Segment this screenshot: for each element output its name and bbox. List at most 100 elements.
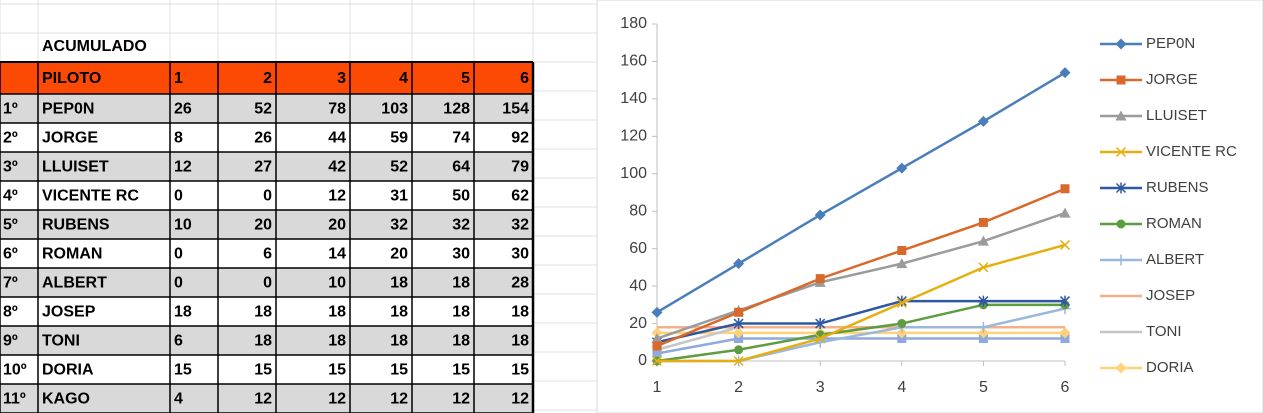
marker-shape — [815, 318, 826, 330]
cell-text: 52 — [254, 101, 272, 118]
marker-shape — [1115, 182, 1127, 194]
marker-shape — [977, 115, 989, 127]
cell-text: ALBERT — [42, 275, 107, 292]
marker — [815, 318, 826, 330]
y-tick-label: 40 — [629, 277, 647, 294]
marker-shape — [815, 333, 826, 344]
series-line — [656, 211, 1066, 340]
cell-text: 128 — [443, 101, 470, 118]
cell-text: 18 — [328, 333, 346, 350]
marker — [896, 162, 908, 174]
marker-shape — [1115, 254, 1127, 266]
cell-text: 103 — [381, 101, 408, 118]
marker-shape — [651, 327, 663, 339]
marker-shape — [896, 327, 908, 339]
cell-text: 27 — [254, 159, 272, 176]
cell-text: 4º — [3, 188, 18, 205]
marker — [814, 209, 826, 221]
marker — [733, 327, 745, 339]
cell-text: 92 — [511, 130, 529, 147]
marker — [815, 333, 826, 344]
marker — [734, 307, 744, 317]
cell-text: 6º — [3, 246, 18, 263]
marker-shape — [896, 297, 907, 308]
x-tick-label: 1 — [653, 379, 662, 396]
table-row — [0, 355, 533, 384]
header-row — [0, 62, 533, 94]
legend-label: TONI — [1146, 323, 1182, 340]
cell-text: 64 — [452, 159, 470, 176]
marker — [734, 345, 744, 355]
y-tick-label: 60 — [629, 240, 647, 257]
cell-text: 26 — [174, 101, 192, 118]
marker-shape — [1116, 75, 1126, 85]
cell-text: 18 — [511, 304, 529, 321]
table-row — [0, 384, 533, 413]
cell-text: 0 — [174, 246, 183, 263]
cell-text: 0 — [174, 188, 183, 205]
marker-shape — [815, 274, 825, 284]
marker-shape — [1059, 327, 1071, 339]
marker — [978, 262, 989, 273]
cell-text: 78 — [328, 101, 346, 118]
marker-shape — [651, 333, 663, 344]
cell-text: 42 — [328, 159, 346, 176]
legend-label: ALBERT — [1146, 251, 1204, 268]
marker — [1059, 67, 1071, 79]
cell-text: 12 — [328, 188, 346, 205]
cell-text: JORGE — [42, 130, 98, 147]
marker — [978, 217, 988, 227]
cell-text: 11º — [3, 391, 26, 408]
cell-text: 32 — [511, 217, 529, 234]
cell-text: 32 — [390, 217, 408, 234]
marker — [977, 235, 989, 246]
legend-label: RUBENS — [1146, 179, 1209, 196]
marker-shape — [978, 217, 988, 227]
cell-text: 18 — [254, 333, 272, 350]
cell-text: 18 — [254, 304, 272, 321]
marker-shape — [1116, 219, 1126, 229]
cell-text: 52 — [390, 159, 408, 176]
marker-shape — [897, 319, 907, 329]
marker-shape — [1115, 362, 1127, 374]
y-tick-label: 140 — [620, 90, 647, 107]
cell-text: 4 — [174, 391, 183, 408]
cell-text: 1 — [174, 70, 183, 87]
marker — [1060, 334, 1070, 344]
marker — [1115, 110, 1127, 121]
marker — [651, 327, 663, 339]
marker — [1059, 295, 1071, 307]
series-line — [656, 299, 1065, 344]
marker-shape — [977, 321, 989, 333]
table-row — [0, 239, 533, 268]
marker — [1115, 146, 1127, 158]
marker-shape — [1059, 295, 1071, 307]
x-tick-label: 3 — [816, 379, 825, 396]
cell-text: 30 — [452, 246, 470, 263]
cell-text: 18 — [390, 275, 408, 292]
legend-entry: JOSEP — [1100, 287, 1195, 304]
cell-text: 15 — [328, 362, 346, 379]
marker — [651, 355, 663, 367]
cell-text: 18 — [390, 333, 408, 350]
marker-shape — [733, 327, 745, 339]
marker — [733, 318, 744, 330]
cell-text: 154 — [502, 101, 529, 118]
marker-shape — [1059, 239, 1071, 250]
cell-text: 26 — [254, 130, 272, 147]
cell-text: PEP0N — [42, 101, 94, 118]
cell-text: 74 — [452, 130, 470, 147]
chart-area — [596, 0, 1263, 413]
marker — [734, 334, 744, 344]
cell-text: 31 — [390, 188, 408, 205]
cell-text: 20 — [390, 246, 408, 263]
cell-text: 79 — [511, 159, 529, 176]
y-tick-label: 180 — [620, 15, 647, 32]
cell-text: 18 — [390, 304, 408, 321]
x-tick-label: 5 — [979, 379, 988, 396]
cell-text: 12 — [174, 159, 192, 176]
table-row — [0, 210, 533, 239]
legend-label: DORIA — [1146, 359, 1194, 376]
cell-text: TONI — [42, 333, 80, 350]
legend-entry: RUBENS — [1100, 179, 1209, 196]
